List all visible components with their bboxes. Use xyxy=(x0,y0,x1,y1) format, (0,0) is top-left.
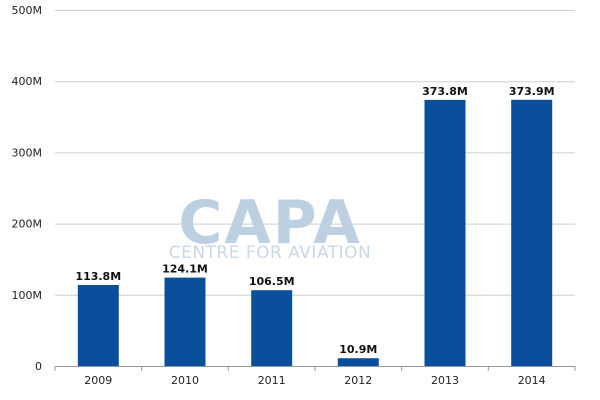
x-tick-label: 2009 xyxy=(84,374,112,387)
y-tick-label: 400M xyxy=(12,75,43,88)
y-tick-label: 0 xyxy=(35,360,42,373)
x-tick-label: 2010 xyxy=(171,374,199,387)
bar-2009 xyxy=(77,285,119,366)
data-label-2014: 373.9M xyxy=(509,85,555,98)
data-label-2012: 10.9M xyxy=(339,343,377,356)
x-tick-label: 2014 xyxy=(518,374,546,387)
bar-2010 xyxy=(164,277,206,366)
data-label-2010: 124.1M xyxy=(162,263,208,276)
bar-2011 xyxy=(251,290,293,366)
y-tick-label: 200M xyxy=(12,218,43,231)
bar-2012 xyxy=(337,358,379,366)
watermark-tagline: CENTRE FOR AVIATION xyxy=(169,243,372,263)
x-tick-label: 2012 xyxy=(344,374,372,387)
gridlines xyxy=(55,10,575,296)
data-label-2009: 113.8M xyxy=(75,270,121,283)
bars xyxy=(77,99,553,367)
y-tick-label: 100M xyxy=(12,289,43,302)
bar-2014 xyxy=(511,99,553,367)
y-tick-label: 300M xyxy=(12,146,43,159)
x-tick-label: 2013 xyxy=(431,374,459,387)
data-label-2011: 106.5M xyxy=(249,275,295,288)
x-tick-label: 2011 xyxy=(258,374,286,387)
data-labels: 113.8M 124.1M 106.5M 10.9M 373.8M 373.9M xyxy=(75,85,554,356)
y-tick-label: 500M xyxy=(12,4,43,17)
watermark-brand: CAPA xyxy=(178,188,361,258)
y-axis-ticks: 0 100M 200M 300M 400M 500M xyxy=(12,4,43,373)
capa-watermark: CAPA CENTRE FOR AVIATION xyxy=(169,188,372,263)
bar-2013 xyxy=(424,99,466,367)
x-axis-ticks: 2009 2010 2011 2012 2013 2014 xyxy=(54,366,576,387)
data-label-2013: 373.8M xyxy=(422,85,468,98)
